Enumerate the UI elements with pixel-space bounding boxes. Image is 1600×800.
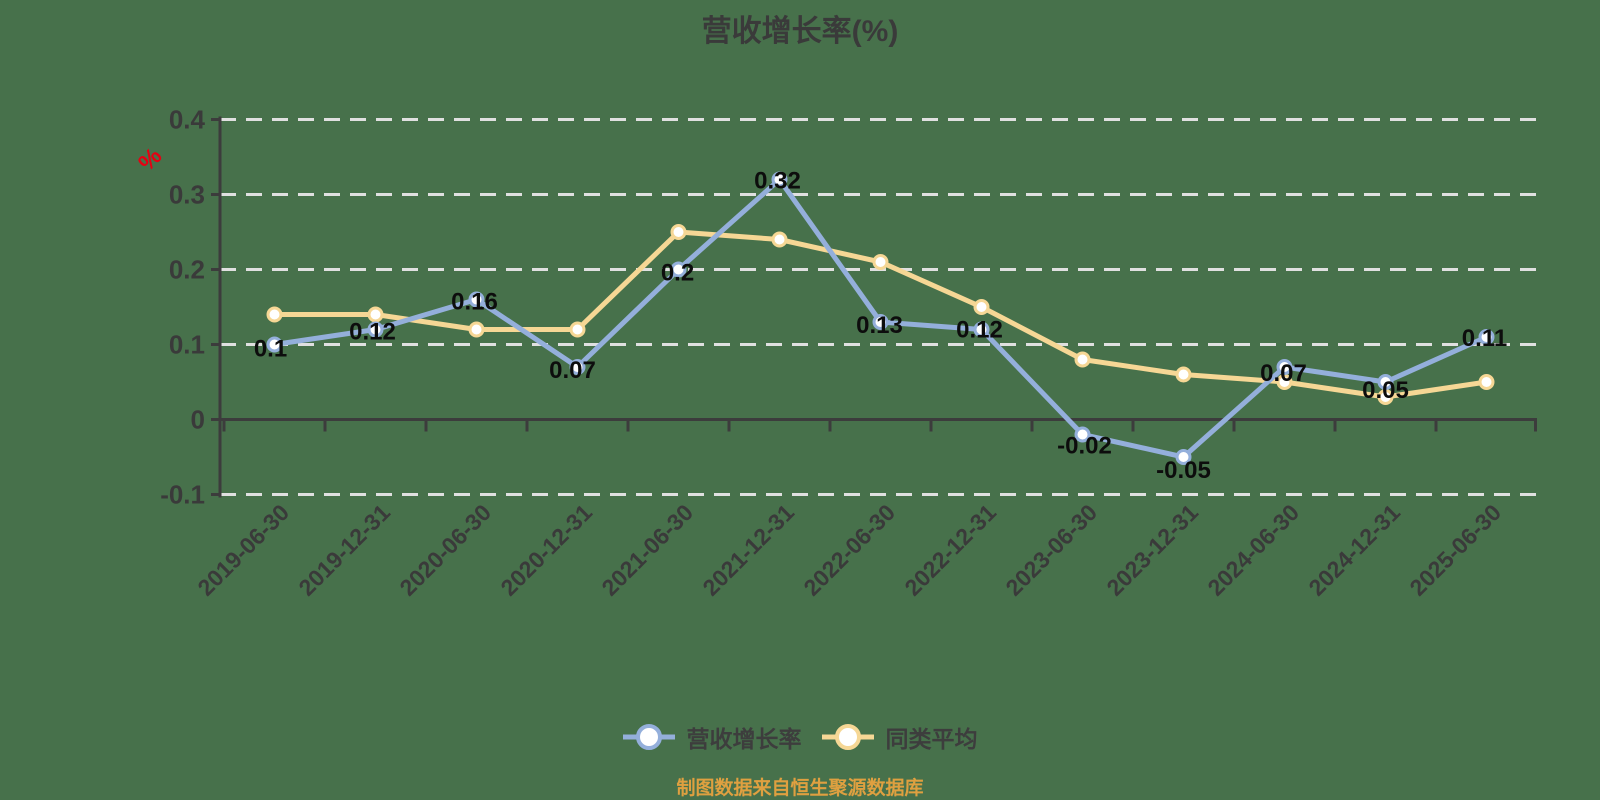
value-label: 0.16	[451, 289, 498, 316]
data-point-marker[interactable]	[1276, 359, 1293, 375]
x-axis-label: 2023-06-30	[1000, 499, 1102, 601]
data-point-marker[interactable]	[771, 231, 788, 248]
value-label: -0.05	[1156, 457, 1211, 484]
x-axis-label: 2021-12-31	[697, 499, 799, 601]
data-point-marker[interactable]	[468, 291, 485, 308]
legend-label: 营收增长率	[686, 726, 802, 752]
value-label: 0.13	[856, 312, 903, 339]
data-point-marker[interactable]	[1175, 449, 1192, 465]
value-label: 0.12	[956, 317, 1003, 344]
data-point-marker[interactable]	[670, 224, 687, 240]
value-label: 0.32	[754, 168, 801, 195]
chart-title: 营收增长率(%)	[701, 15, 899, 48]
value-label: 0.05	[1362, 377, 1409, 404]
legend-label: 同类平均	[885, 726, 978, 752]
data-point-marker[interactable]	[973, 299, 990, 315]
value-label: 0.1	[254, 336, 287, 363]
data-point-marker[interactable]	[468, 321, 485, 338]
y-axis-tick-label: -0.1	[160, 480, 205, 510]
y-axis-tick-label: 0.1	[169, 330, 205, 360]
data-point-marker[interactable]	[1478, 374, 1495, 390]
x-axis-label: 2022-06-30	[798, 499, 900, 601]
data-point-marker[interactable]	[367, 306, 384, 323]
legend-item-营收增长率[interactable]: 营收增长率	[622, 720, 802, 754]
data-point-marker[interactable]	[771, 171, 788, 188]
data-point-marker[interactable]	[1276, 374, 1293, 390]
data-point-marker[interactable]	[1175, 366, 1192, 383]
source-note: 制图数据来自恒生聚源数据库	[676, 778, 924, 799]
x-axis-label: 2022-12-31	[899, 499, 1001, 601]
value-label: 0.07	[549, 357, 596, 384]
legend-line-marker-icon	[821, 724, 874, 750]
x-axis-label: 2019-06-30	[192, 499, 294, 601]
data-point-marker[interactable]	[266, 336, 283, 353]
data-point-marker[interactable]	[670, 261, 687, 278]
legend: 营收增长率 同类平均	[0, 720, 1600, 754]
x-axis-label: 2020-06-30	[394, 499, 496, 601]
data-point-marker[interactable]	[973, 321, 990, 338]
y-axis-tick-label: 0.4	[169, 105, 206, 135]
x-axis-label: 2024-12-31	[1303, 499, 1405, 601]
data-point-marker[interactable]	[1478, 329, 1495, 345]
data-point-marker[interactable]	[872, 314, 889, 330]
x-axis-label: 2019-12-31	[293, 499, 395, 601]
data-point-marker[interactable]	[872, 254, 889, 270]
y-axis-tick-label: 0.2	[169, 255, 205, 285]
value-label: 0.07	[1260, 360, 1307, 387]
data-point-marker[interactable]	[1377, 374, 1394, 390]
y-axis-tick-label: 0	[191, 405, 205, 435]
data-point-marker[interactable]	[1074, 426, 1091, 443]
data-point-marker[interactable]	[569, 359, 586, 375]
x-axis-label: 2023-12-31	[1101, 499, 1203, 601]
value-label: -0.02	[1057, 433, 1112, 460]
data-point-marker[interactable]	[266, 306, 283, 323]
data-point-marker[interactable]	[367, 321, 384, 338]
x-axis-label: 2024-06-30	[1202, 499, 1304, 601]
y-axis-tick-label: 0.3	[169, 180, 205, 210]
legend-line-marker-icon	[622, 724, 675, 750]
data-point-marker[interactable]	[1377, 389, 1394, 405]
legend-item-同类平均[interactable]: 同类平均	[821, 720, 978, 754]
value-label: 0.12	[349, 319, 396, 346]
value-label: 0.2	[661, 260, 694, 287]
x-axis-label: 2025-06-30	[1404, 499, 1506, 601]
x-axis-label: 2020-12-31	[495, 499, 597, 601]
value-label: 0.11	[1462, 325, 1507, 352]
data-point-marker[interactable]	[569, 321, 586, 338]
x-axis-label: 2021-06-30	[596, 499, 698, 601]
data-point-marker[interactable]	[1074, 351, 1091, 368]
